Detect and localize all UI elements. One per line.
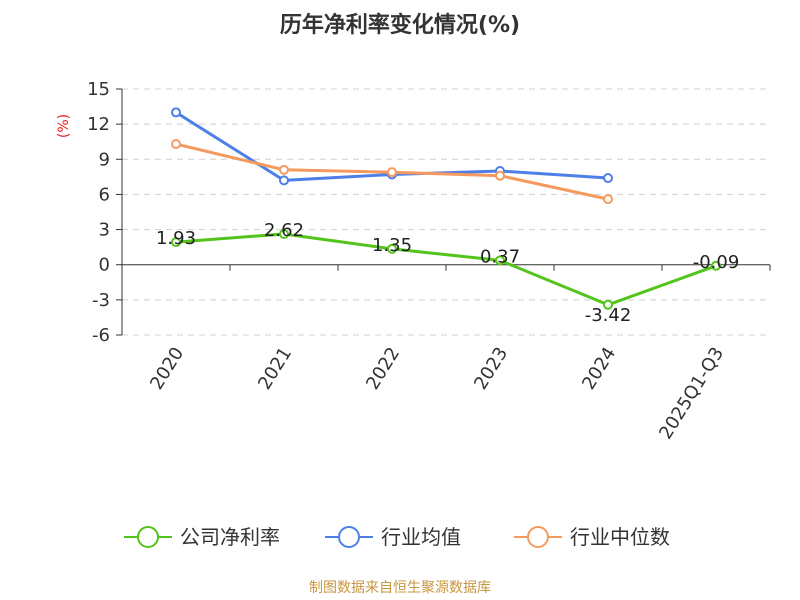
chart-title: 历年净利率变化情况(%) (280, 12, 520, 38)
data-label: 0.37 (480, 246, 520, 267)
series-line (175, 232, 717, 307)
x-tick-label: 2025Q1-Q3 (655, 344, 728, 443)
data-label: 2.62 (264, 220, 304, 241)
x-tick-label: 2021 (254, 344, 296, 394)
y-tick-label: -3 (92, 290, 110, 311)
y-tick-label: 15 (87, 79, 110, 100)
y-tick-label: 6 (99, 184, 110, 205)
axes: 15 12 9 6 3 0 -3 -6 2020 2021 2022 2023 2024 2025Q1-Q… (87, 79, 771, 443)
series-point (495, 170, 505, 181)
legend-swatch-marker (137, 526, 159, 548)
y-tick-label: 3 (99, 220, 110, 241)
legend-swatch-marker (338, 526, 360, 548)
y-axis-label: (%) (56, 114, 72, 138)
series-point (711, 260, 721, 271)
series-point (279, 164, 289, 175)
legend-swatch-marker (527, 526, 549, 548)
data-labels: 1.93 2.62 1.35 0.37 -3.42 -0.09 (156, 220, 739, 326)
x-tick-label: 2020 (146, 344, 188, 394)
series-point (171, 139, 181, 150)
y-tick-label: 9 (99, 149, 110, 170)
series-point (171, 107, 181, 118)
series-point (279, 229, 289, 240)
legend-label: 公司净利率 (180, 525, 280, 549)
legend: 公司净利率 行业均值 行业中位数 (124, 525, 670, 549)
data-label: -3.42 (585, 305, 632, 326)
series-point (603, 194, 613, 205)
series-point (387, 243, 397, 254)
series-point (279, 175, 289, 186)
series-point (171, 237, 181, 248)
series-point (387, 167, 397, 178)
series-lines (171, 107, 721, 310)
source-note: 制图数据来自恒生聚源数据库 (309, 580, 491, 596)
data-label: 1.35 (372, 235, 412, 256)
series-point (495, 255, 505, 266)
legend-label: 行业均值 (381, 525, 461, 549)
series-point (603, 299, 613, 310)
y-tick-label: 0 (99, 255, 110, 276)
series-point (603, 173, 613, 184)
x-tick-label: 2022 (362, 344, 404, 394)
x-tick-label: 2023 (470, 344, 512, 394)
data-label: -0.09 (693, 252, 740, 273)
y-tick-label: -6 (92, 325, 110, 346)
data-label: 1.93 (156, 228, 196, 249)
x-tick-label: 2024 (578, 344, 620, 394)
y-tick-label: 12 (87, 114, 110, 135)
grid-lines (122, 88, 770, 336)
legend-label: 行业中位数 (570, 525, 670, 549)
